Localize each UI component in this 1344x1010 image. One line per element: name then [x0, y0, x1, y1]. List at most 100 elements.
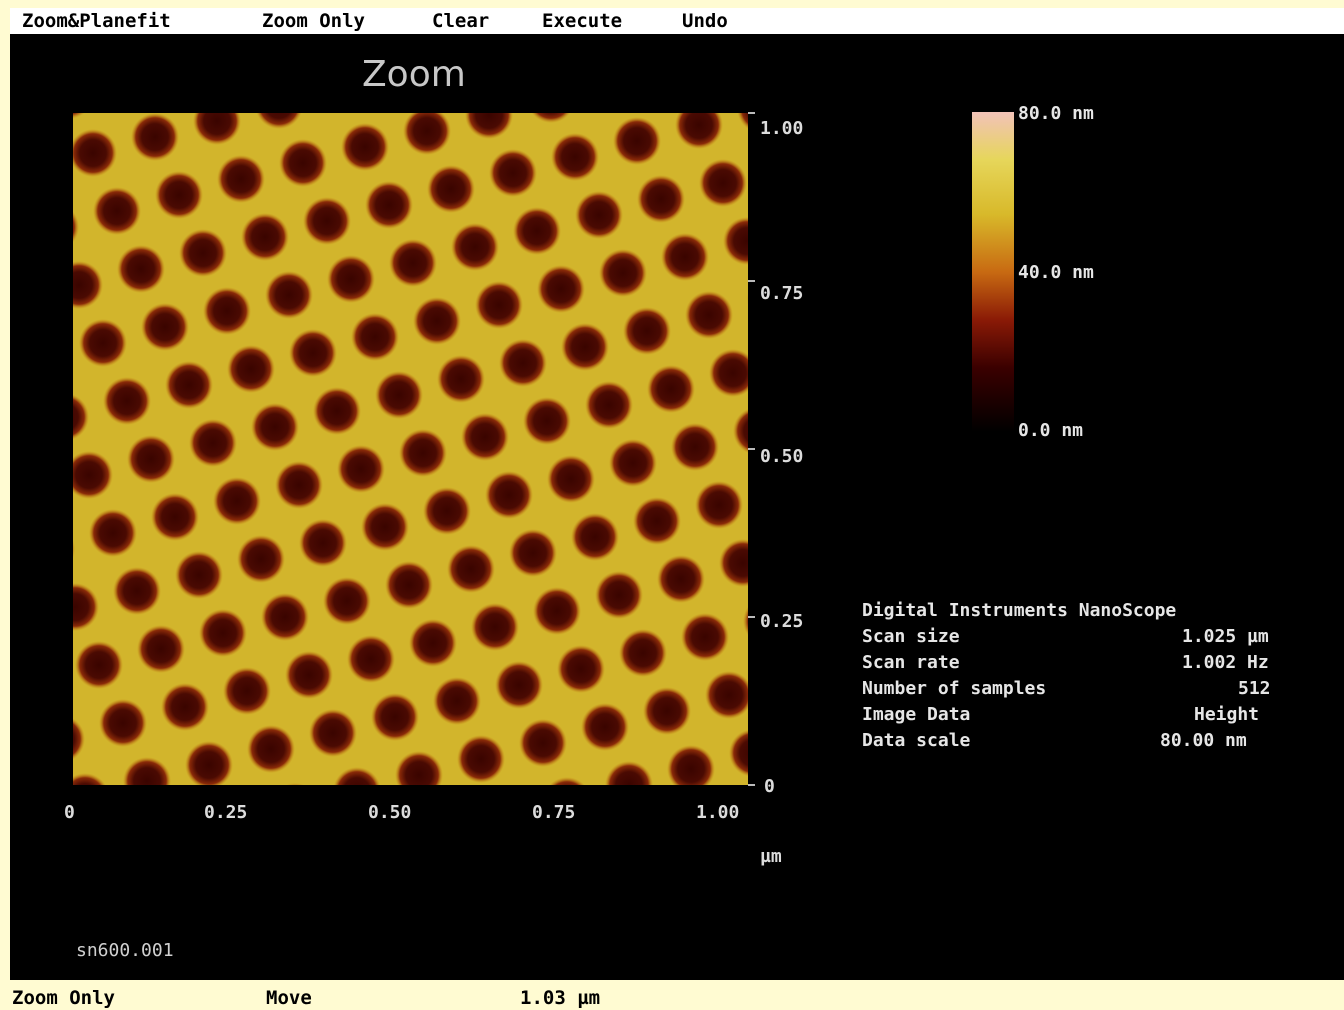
pore — [227, 345, 275, 393]
pore — [73, 451, 113, 499]
pore — [413, 297, 461, 345]
pore — [599, 249, 647, 297]
pore — [285, 651, 333, 699]
pore — [747, 292, 748, 306]
info-label: Scan size — [862, 626, 960, 647]
pore — [743, 606, 748, 636]
pore — [647, 365, 695, 413]
colorbar — [972, 112, 1014, 432]
pore — [327, 255, 375, 303]
pore — [261, 593, 309, 641]
pore — [675, 113, 723, 149]
x-tick-label: 0.50 — [368, 802, 412, 823]
pore — [531, 113, 571, 123]
pore — [309, 709, 357, 757]
pore — [73, 261, 103, 309]
x-tick-label: 0.25 — [204, 802, 248, 823]
pore — [695, 481, 743, 529]
pore — [289, 329, 337, 377]
pore — [461, 413, 509, 461]
status-mode: Zoom Only — [12, 987, 115, 1009]
pore — [185, 741, 233, 785]
menu-undo[interactable]: Undo — [682, 10, 728, 32]
pore — [423, 487, 471, 535]
pore — [661, 233, 709, 281]
pore — [561, 323, 609, 371]
pore — [699, 159, 747, 207]
pore — [619, 629, 667, 677]
colorbar-min-label: 0.0 nm — [1018, 420, 1084, 441]
pore — [637, 175, 685, 223]
pore — [73, 394, 89, 440]
pore — [247, 725, 295, 773]
pore — [371, 693, 419, 741]
menu-zoom-only[interactable]: Zoom Only — [262, 10, 365, 32]
pore — [151, 493, 199, 541]
pore — [495, 661, 543, 709]
pore — [671, 423, 719, 471]
pore — [475, 281, 523, 329]
pore — [719, 539, 748, 587]
menu-clear[interactable]: Clear — [432, 10, 490, 32]
pore — [103, 377, 151, 425]
menu-execute[interactable]: Execute — [542, 10, 623, 32]
pore — [313, 387, 361, 435]
pore — [347, 635, 395, 683]
colorbar-max-label: 80.0 nm — [1018, 103, 1094, 124]
pore — [203, 287, 251, 335]
pore — [437, 355, 485, 403]
pore — [457, 735, 505, 783]
pore — [213, 477, 261, 525]
y-tick-label: 0.75 — [760, 283, 804, 304]
pore — [73, 539, 75, 559]
pore — [685, 291, 733, 339]
pore — [251, 403, 299, 451]
pore — [275, 461, 323, 509]
pore — [509, 529, 557, 577]
pore — [241, 213, 289, 261]
info-value: 80.00 nm — [1160, 730, 1247, 751]
panel-title: Zoom — [362, 54, 466, 95]
menu-zoom-planefit[interactable]: Zoom&Planefit — [22, 10, 171, 32]
menu-bar: Zoom&Planefit Zoom Only Clear Execute Un… — [10, 8, 1344, 34]
info-title: Digital Instruments NanoScope — [862, 600, 1177, 621]
pore — [141, 303, 189, 351]
pore — [575, 191, 623, 239]
pore — [533, 587, 581, 635]
pore — [681, 613, 729, 661]
pore — [89, 509, 137, 557]
info-value: Height — [1194, 704, 1260, 725]
file-name: sn600.001 — [76, 940, 174, 961]
pore — [79, 319, 127, 367]
y-tick-label: 1.00 — [760, 118, 804, 139]
pore — [323, 577, 371, 625]
status-action: Move — [266, 987, 312, 1009]
pore — [709, 349, 748, 397]
y-tick-label: 0.50 — [760, 446, 804, 467]
pore — [193, 113, 241, 145]
pore — [333, 767, 381, 785]
pore — [385, 561, 433, 609]
pore — [189, 419, 237, 467]
pore — [317, 65, 365, 113]
status-bar: Zoom Only Move 1.03 µm — [10, 980, 1344, 1010]
pore — [75, 641, 123, 689]
pore — [131, 113, 179, 161]
pore — [609, 439, 657, 487]
pore — [256, 113, 302, 129]
pore — [447, 545, 495, 593]
pore — [523, 397, 571, 445]
pore — [161, 683, 209, 731]
pore — [585, 381, 633, 429]
pore — [557, 645, 605, 693]
pore — [451, 223, 499, 271]
pore — [117, 245, 165, 293]
pore — [733, 408, 748, 454]
axis-ticks — [748, 112, 755, 786]
pore — [123, 757, 171, 785]
pore — [375, 371, 423, 419]
info-label: Image Data — [862, 704, 971, 725]
pore — [737, 113, 748, 130]
pore — [403, 113, 451, 155]
